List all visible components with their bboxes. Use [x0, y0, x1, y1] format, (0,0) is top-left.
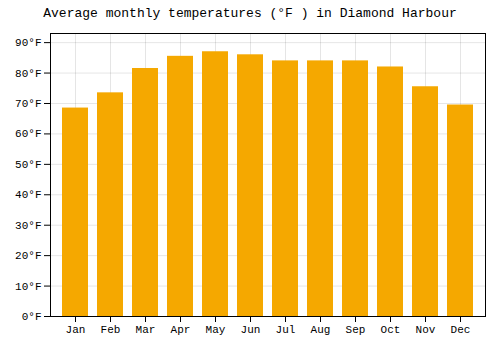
- svg-text:Sep: Sep: [346, 324, 366, 336]
- svg-text:Jan: Jan: [66, 324, 86, 336]
- svg-text:90°F: 90°F: [15, 37, 41, 49]
- svg-text:80°F: 80°F: [15, 68, 41, 80]
- svg-text:Jun: Jun: [241, 324, 261, 336]
- svg-text:Dec: Dec: [451, 324, 471, 336]
- svg-text:60°F: 60°F: [15, 128, 41, 140]
- svg-text:40°F: 40°F: [15, 189, 41, 201]
- svg-text:10°F: 10°F: [15, 281, 41, 293]
- svg-text:0°F: 0°F: [22, 311, 42, 323]
- svg-text:70°F: 70°F: [15, 98, 41, 110]
- html-text:Average monthly temperatures (: Average monthly temperatures (°F ) in Di…: [43, 6, 457, 21]
- svg-text:Oct: Oct: [381, 324, 401, 336]
- svg-text:Aug: Aug: [311, 324, 331, 336]
- svg-text:50°F: 50°F: [15, 159, 41, 171]
- svg-text:Mar: Mar: [136, 324, 156, 336]
- svg-text:20°F: 20°F: [15, 250, 41, 262]
- svg-text:Feb: Feb: [101, 324, 121, 336]
- svg-text:30°F: 30°F: [15, 220, 41, 232]
- svg-text:Nov: Nov: [416, 324, 436, 336]
- svg-text:May: May: [206, 324, 226, 336]
- svg-text:Jul: Jul: [276, 324, 296, 336]
- svg-text:Apr: Apr: [171, 324, 191, 336]
